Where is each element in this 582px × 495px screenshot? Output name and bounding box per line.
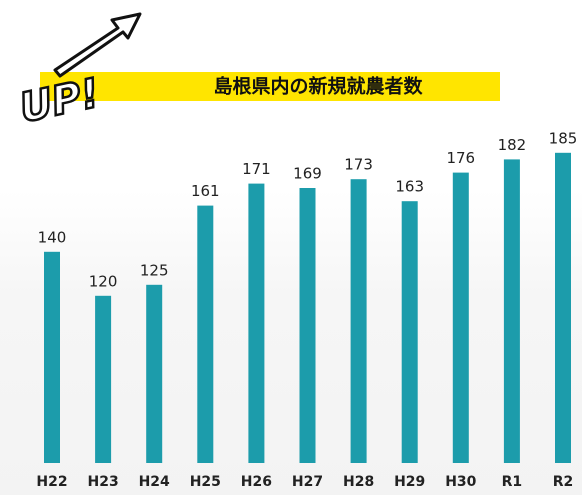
bar [197,206,213,463]
x-tick-label: H29 [394,474,425,490]
value-label: 163 [395,178,424,196]
chart-title: 島根県内の新規就農者数 [213,75,423,98]
value-label: 173 [344,156,373,174]
value-label: 182 [498,136,527,154]
bar [453,173,469,463]
value-label: 176 [446,149,475,167]
bar [95,296,111,463]
x-tick-label: H26 [241,474,272,490]
x-tick-label: H23 [87,474,118,490]
bar [555,153,571,463]
value-label: 171 [242,160,271,178]
value-label: 185 [549,129,578,147]
x-tick-label: H25 [190,474,221,490]
bar [402,201,418,463]
bar [248,184,264,463]
background-lower [0,190,582,495]
x-tick-label: H30 [445,474,476,490]
x-tick-label: R2 [553,474,574,490]
x-tick-label: H24 [139,474,170,490]
bar [146,285,162,463]
value-label: 140 [38,228,67,246]
x-tick-label: H27 [292,474,323,490]
bar [44,252,60,463]
x-tick-label: H22 [36,474,67,490]
chart: 島根県内の新規就農者数 UP! 140H22120H23125H24161H25… [0,0,582,495]
x-tick-label: R1 [502,474,523,490]
bar [300,188,316,463]
bar [351,179,367,463]
bar [504,159,520,463]
value-label: 161 [191,182,220,200]
value-label: 120 [89,272,118,290]
x-tick-label: H28 [343,474,374,490]
value-label: 169 [293,165,322,183]
value-label: 125 [140,261,169,279]
